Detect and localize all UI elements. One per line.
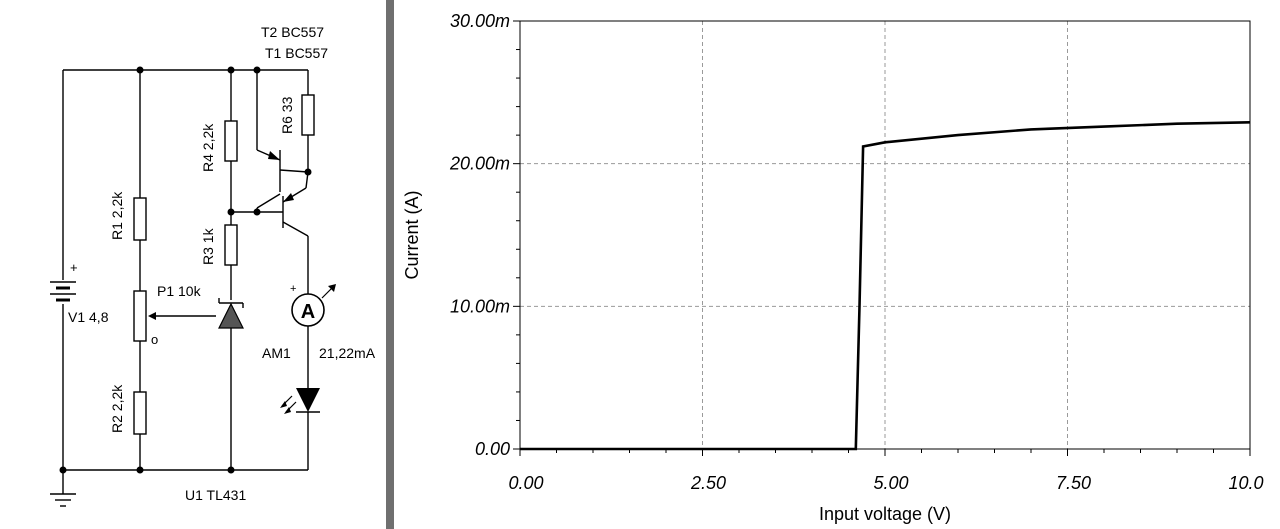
resistor-r4 <box>224 120 238 162</box>
label-v1: V1 4,8 <box>68 309 109 325</box>
label-am1: AM1 <box>262 345 291 361</box>
label-p1: P1 10k <box>157 283 202 299</box>
y-tick-label: 10.00m <box>450 296 510 316</box>
y-tick-label: 30.00m <box>450 11 510 31</box>
x-tick-label: 7.50 <box>1056 473 1091 493</box>
label-r3: R3 1k <box>200 227 216 265</box>
x-tick-label: 10.0 <box>1228 473 1263 493</box>
x-axis-label: Input voltage (V) <box>819 504 951 524</box>
label-ammeter-reading: 21,22mA <box>319 345 376 361</box>
label-pot-terminal: o <box>151 332 158 347</box>
x-tick-label: 0.00 <box>508 473 543 493</box>
t1-emitter-arrow <box>283 193 294 202</box>
x-tick-label: 5.00 <box>873 473 908 493</box>
ammeter-symbol-letter: A <box>301 301 315 323</box>
resistor-r1 <box>133 197 147 241</box>
chart-grid <box>520 21 1250 449</box>
label-r1: R1 2,2k <box>109 191 125 240</box>
ammeter-symbol <box>291 284 336 327</box>
circuit-schematic: A + T2 BC557 T1 BC557 R4 2,2k R6 33 R1 2… <box>50 24 376 507</box>
panel-divider <box>386 0 394 529</box>
tl431-symbol <box>218 298 244 329</box>
t2-emitter-arrow <box>268 151 280 160</box>
y-tick-label: 0.00 <box>475 439 510 459</box>
label-r4: R4 2,2k <box>200 123 216 172</box>
led-symbol <box>280 388 320 414</box>
y-axis-label: Current (A) <box>402 190 422 279</box>
x-tick-label: 2.50 <box>690 473 726 493</box>
series-line <box>520 121 1251 451</box>
battery-symbol <box>50 281 76 302</box>
wiper-arrow <box>148 312 156 320</box>
ammeter-plus: + <box>290 283 296 295</box>
resistor-r3 <box>224 224 238 266</box>
y-tick-label: 20.00m <box>449 154 510 174</box>
label-r2: R2 2,2k <box>109 384 125 433</box>
junctions <box>59 66 312 474</box>
label-r6: R6 33 <box>279 96 295 134</box>
resistor-r2 <box>133 391 147 435</box>
potentiometer-p1 <box>133 290 147 342</box>
label-u1: U1 TL431 <box>185 487 246 503</box>
resistor-r6 <box>301 94 315 136</box>
label-battery-plus: + <box>70 260 78 275</box>
label-t2: T2 BC557 <box>261 24 324 40</box>
current-voltage-chart: 0.00 2.50 5.00 7.50 10.0 0.00 10.00m 20.00m 30.0… <box>402 11 1264 524</box>
label-t1: T1 BC557 <box>265 45 328 61</box>
